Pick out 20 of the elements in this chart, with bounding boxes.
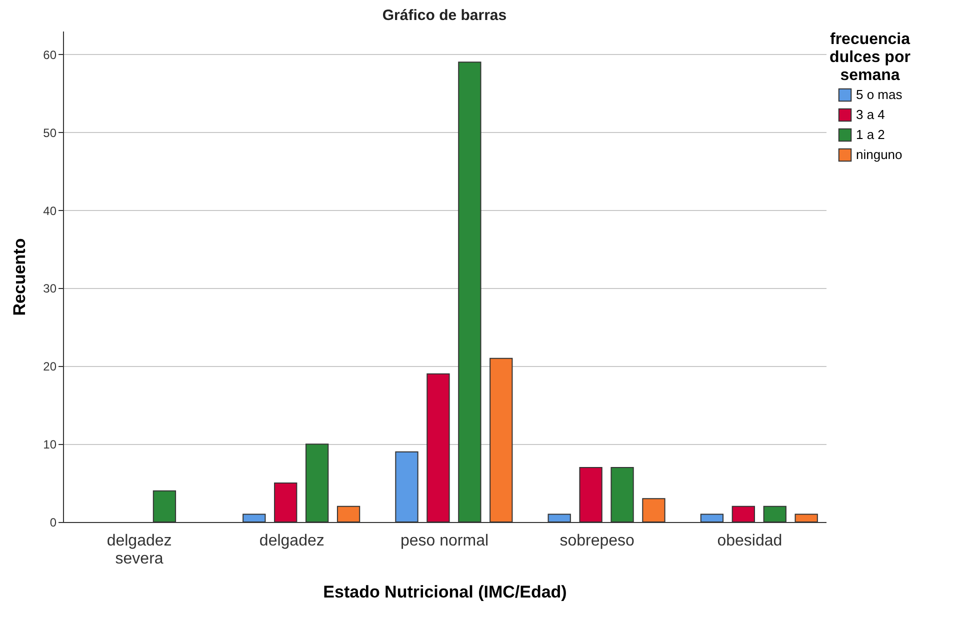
y-tick-label: 60	[43, 48, 57, 62]
x-tick-label: delgadez severa	[106, 532, 172, 568]
y-axis-title: Recuento	[10, 238, 30, 316]
x-axis-title: Estado Nutricional (IMC/Edad)	[323, 582, 567, 602]
legend-label: ninguno	[856, 147, 902, 162]
legend-label: 3 a 4	[856, 107, 885, 122]
legend-label: 1 a 2	[856, 127, 885, 142]
y-tick-label: 0	[50, 516, 57, 530]
chart-title: Gráfico de barras	[382, 7, 507, 24]
x-tick-label: peso normal	[400, 532, 489, 550]
legend-title: frecuencia dulces por semana	[830, 31, 910, 84]
x-tick-label: delgadez	[259, 532, 324, 550]
y-tick-label: 10	[43, 438, 57, 452]
x-tick-label: sobrepeso	[560, 532, 635, 550]
y-tick-label: 40	[43, 204, 57, 218]
y-tick-label: 50	[43, 126, 57, 140]
legend-label: 5 o mas	[856, 87, 903, 102]
y-tick-label: 20	[43, 360, 57, 374]
y-tick-label: 30	[43, 282, 57, 296]
x-tick-label: obesidad	[717, 532, 782, 550]
